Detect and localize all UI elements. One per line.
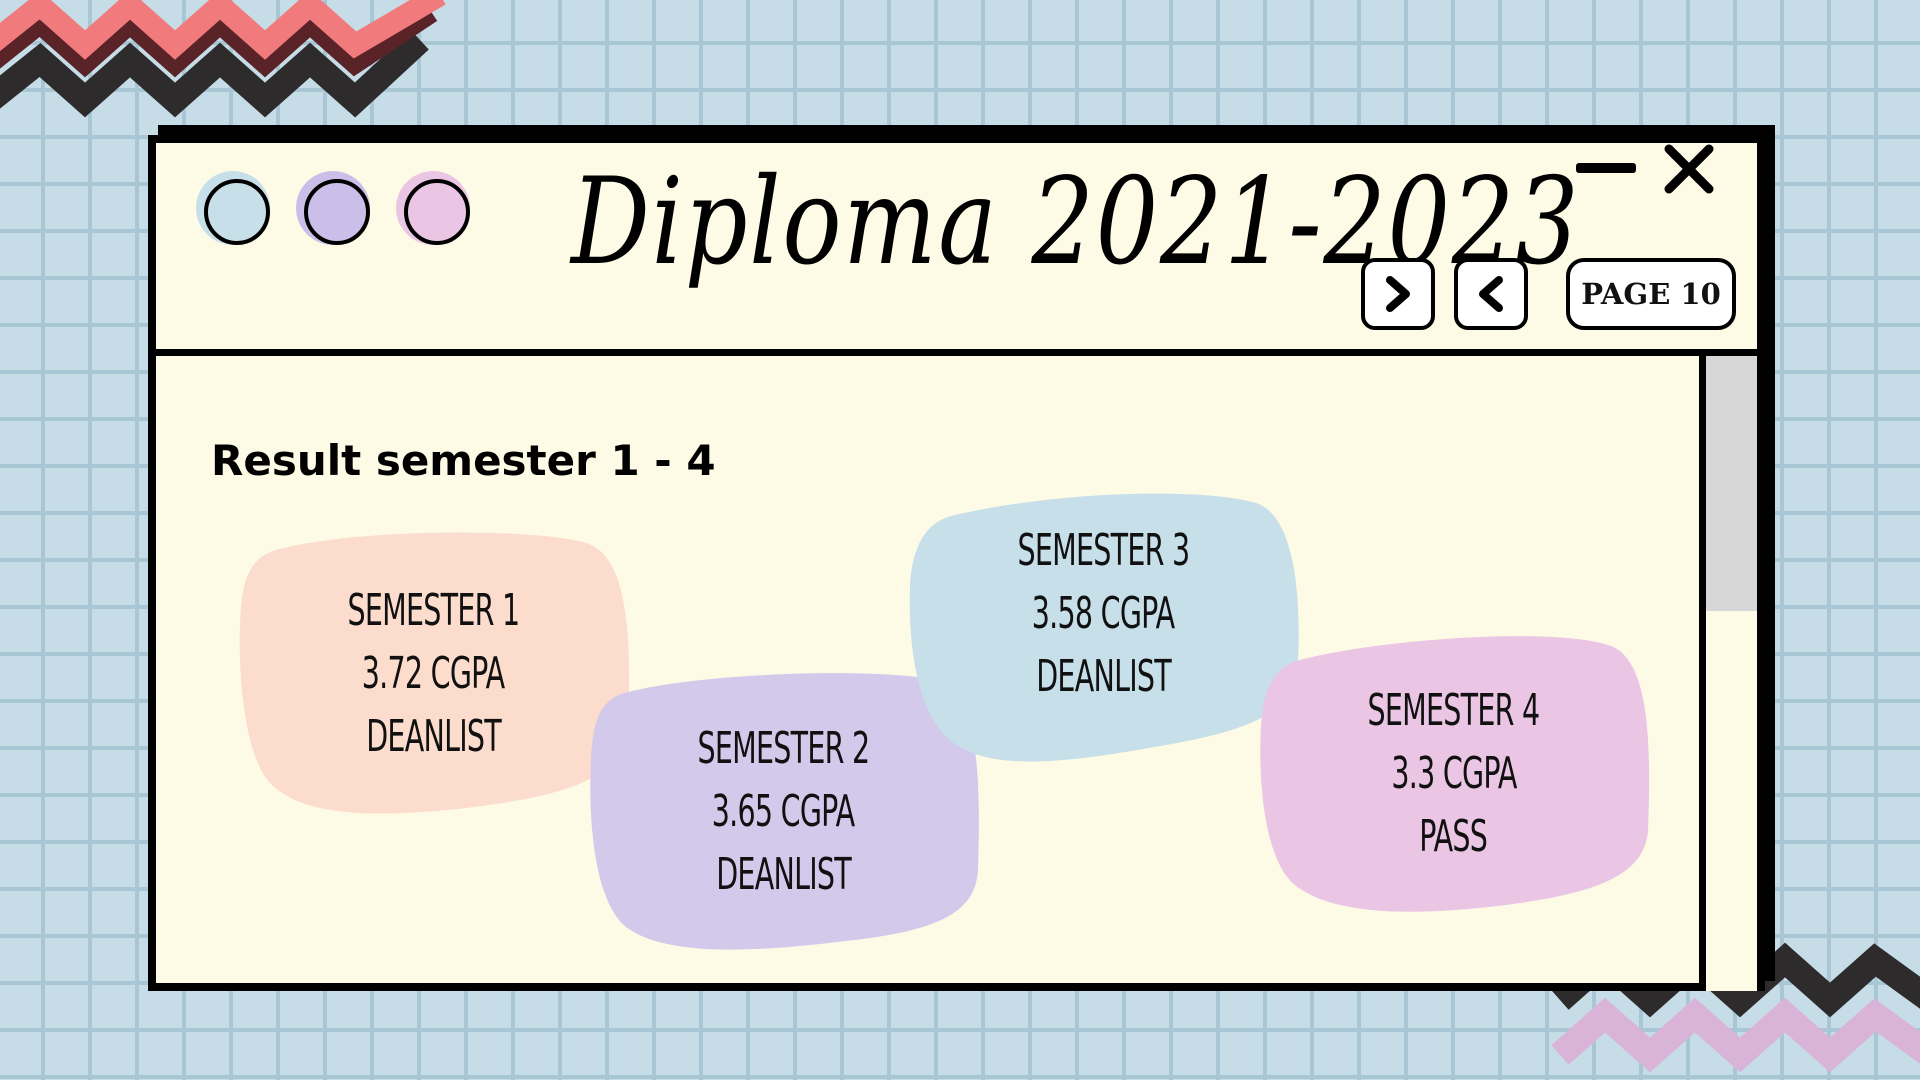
cgpa-value: 3.72 CGPA	[362, 647, 505, 699]
section-heading: Result semester 1 - 4	[211, 436, 716, 485]
zigzag-top-left-decoration	[0, 0, 446, 118]
semester-card-4: SEMESTER 4 3.3 CGPA PASS	[1256, 631, 1651, 916]
minimize-icon[interactable]	[1576, 163, 1636, 173]
semester-card-3: SEMESTER 3 3.58 CGPA DEANLIST	[906, 491, 1301, 776]
status-label: DEANLIST	[716, 849, 851, 900]
window-dot-pink[interactable]	[396, 171, 476, 251]
cgpa-value: 3.58 CGPA	[1032, 588, 1175, 639]
semester-label: SEMESTER 2	[697, 723, 871, 774]
scrollbar[interactable]	[1699, 356, 1757, 991]
semester-card-1: SEMESTER 1 3.72 CGPA DEANLIST	[236, 528, 631, 818]
cgpa-value: 3.65 CGPA	[712, 786, 855, 837]
status-label: PASS	[1419, 811, 1489, 862]
window-dot-blue[interactable]	[196, 171, 276, 251]
app-window: Diploma 2021-2023 PAGE 10 Result semeste…	[148, 135, 1765, 991]
semester-label: SEMESTER 4	[1367, 685, 1541, 736]
prev-button[interactable]	[1454, 258, 1528, 330]
scrollbar-thumb[interactable]	[1706, 356, 1757, 611]
window-dot-purple[interactable]	[296, 171, 376, 251]
status-label: DEANLIST	[366, 710, 501, 762]
title-bar: Diploma 2021-2023 PAGE 10	[156, 143, 1757, 356]
semester-card-2: SEMESTER 2 3.65 CGPA DEANLIST	[586, 669, 981, 954]
chevron-right-icon	[1386, 276, 1410, 312]
semester-label: SEMESTER 3	[1017, 525, 1191, 576]
page-indicator[interactable]: PAGE 10	[1566, 258, 1736, 330]
cgpa-value: 3.3 CGPA	[1390, 748, 1517, 799]
chevron-left-icon	[1479, 276, 1503, 312]
status-label: DEANLIST	[1036, 651, 1171, 702]
close-icon[interactable]	[1661, 141, 1717, 197]
semester-label: SEMESTER 1	[347, 584, 521, 636]
next-button[interactable]	[1361, 258, 1435, 330]
